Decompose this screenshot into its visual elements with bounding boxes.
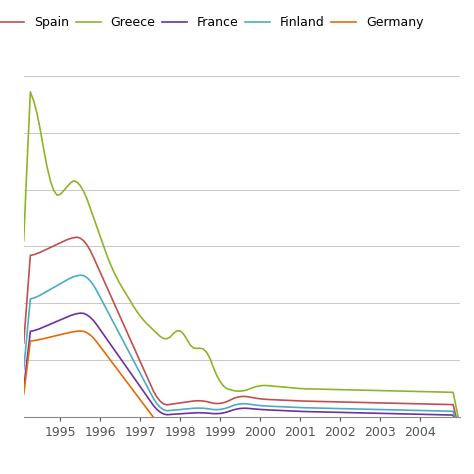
Finland xyxy=(457,434,463,439)
Finland xyxy=(57,281,63,287)
Greece xyxy=(77,183,83,189)
France xyxy=(171,411,176,417)
Greece xyxy=(374,388,379,393)
France xyxy=(377,410,383,416)
Line: Germany: Germany xyxy=(24,331,460,444)
France xyxy=(374,410,379,416)
Spain xyxy=(171,401,176,407)
Germany xyxy=(21,392,27,397)
Germany xyxy=(377,420,383,426)
Line: France: France xyxy=(24,313,460,438)
Greece xyxy=(21,238,27,244)
Germany xyxy=(374,419,379,425)
Greece xyxy=(171,330,176,336)
France xyxy=(57,317,63,323)
Spain xyxy=(77,235,83,241)
Greece xyxy=(377,388,383,393)
Finland xyxy=(77,273,83,278)
Spain xyxy=(457,429,463,435)
Finland xyxy=(374,407,379,412)
France xyxy=(74,311,80,317)
Spain xyxy=(21,340,27,346)
Spain xyxy=(57,240,63,246)
Finland xyxy=(377,407,383,412)
Finland xyxy=(171,407,176,413)
Greece xyxy=(61,188,66,193)
Finland xyxy=(21,366,27,372)
Finland xyxy=(74,273,80,279)
Germany xyxy=(157,421,163,427)
Line: Finland: Finland xyxy=(24,275,460,437)
Line: Spain: Spain xyxy=(24,237,460,432)
Line: Greece: Greece xyxy=(24,92,460,425)
Legend: Spain, Greece, France, Finland, Germany: Spain, Greece, France, Finland, Germany xyxy=(0,16,423,29)
Germany xyxy=(57,332,63,337)
Germany xyxy=(74,328,80,334)
France xyxy=(457,436,463,441)
Germany xyxy=(77,328,83,334)
Greece xyxy=(157,334,163,339)
Greece xyxy=(27,89,33,95)
Greece xyxy=(457,422,463,428)
Spain xyxy=(157,398,163,404)
France xyxy=(157,410,163,415)
Spain xyxy=(74,234,80,240)
Germany xyxy=(171,423,176,428)
Finland xyxy=(157,404,163,410)
France xyxy=(21,386,27,392)
Spain xyxy=(377,400,383,406)
Germany xyxy=(457,441,463,447)
France xyxy=(77,310,83,316)
Spain xyxy=(374,400,379,406)
